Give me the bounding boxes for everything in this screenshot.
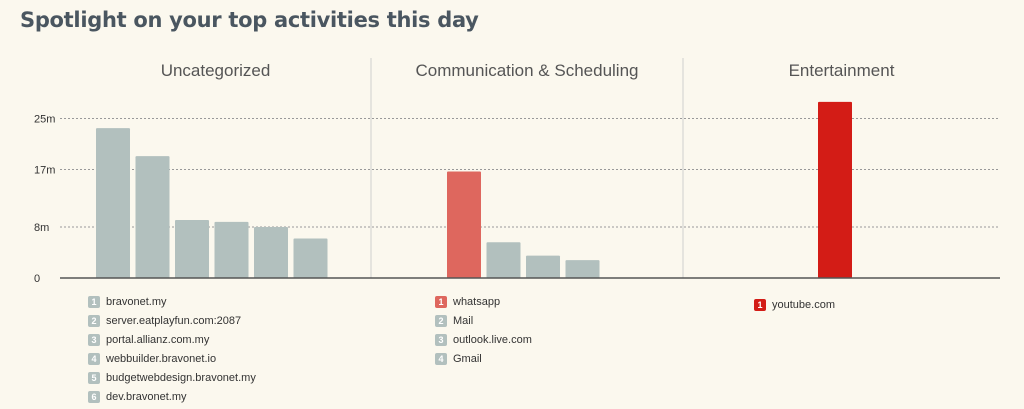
legend-label: bravonet.my bbox=[106, 295, 167, 308]
bar bbox=[175, 219, 209, 278]
bar bbox=[214, 221, 249, 278]
legend-list: 1 bravonet.my 2 server.eatplayfun.com:2087 3… bbox=[88, 292, 256, 406]
category-title: Entertainment bbox=[789, 61, 895, 80]
bar bbox=[293, 238, 328, 278]
legend-item: 1 youtube.com bbox=[754, 295, 835, 314]
legend-rank-badge: 1 bbox=[88, 295, 100, 308]
y-tick-label: 17m bbox=[34, 165, 55, 177]
bar bbox=[526, 255, 560, 278]
legend-label: portal.allianz.com.my bbox=[106, 333, 210, 346]
legend-rank-badge: 5 bbox=[88, 371, 100, 384]
legend-rank-badge: 3 bbox=[435, 333, 447, 346]
bar bbox=[818, 101, 852, 279]
legend-list: 1 whatsapp 2 Mail 3 outlook.live.com 4 Gmail bbox=[435, 292, 532, 368]
legend-label: dev.bravonet.my bbox=[106, 390, 187, 403]
legend-item: 1 bravonet.my bbox=[88, 292, 256, 311]
legend-rank-badge: 1 bbox=[435, 295, 447, 308]
bar bbox=[254, 226, 288, 278]
legend-rank-badge: 3 bbox=[88, 333, 100, 346]
legend-item: 4 webbuilder.bravonet.io bbox=[88, 349, 256, 368]
legend-label: outlook.live.com bbox=[453, 333, 532, 346]
legend-list: 1 youtube.com bbox=[754, 295, 835, 314]
bar bbox=[96, 128, 130, 278]
legend-rank-badge: 2 bbox=[88, 314, 100, 327]
legend-item: 2 server.eatplayfun.com:2087 bbox=[88, 311, 256, 330]
y-tick-label: 8m bbox=[34, 222, 49, 234]
legend-item: 3 outlook.live.com bbox=[435, 330, 532, 349]
legend-rank-badge: 4 bbox=[88, 352, 100, 365]
legend-rank-badge: 2 bbox=[435, 314, 447, 327]
category-title: Uncategorized bbox=[161, 61, 271, 80]
bar bbox=[135, 156, 170, 278]
page-title: Spotlight on your top activities this da… bbox=[20, 8, 479, 32]
legend-label: youtube.com bbox=[772, 298, 835, 311]
legend-label: server.eatplayfun.com:2087 bbox=[106, 314, 242, 327]
legend-rank-badge: 6 bbox=[88, 390, 100, 403]
legend-label: webbuilder.bravonet.io bbox=[106, 352, 217, 365]
legend-item: 6 dev.bravonet.my bbox=[88, 387, 256, 406]
legend-item: 4 Gmail bbox=[435, 349, 532, 368]
legend-rank-badge: 1 bbox=[754, 298, 766, 311]
legend-label: Gmail bbox=[453, 352, 482, 365]
bar bbox=[447, 171, 481, 278]
legend-label: budgetwebdesign.bravonet.my bbox=[106, 371, 256, 384]
category-title: Communication & Scheduling bbox=[415, 61, 638, 80]
bar bbox=[486, 242, 521, 278]
bar bbox=[565, 260, 600, 278]
legend-item: 5 budgetwebdesign.bravonet.my bbox=[88, 368, 256, 387]
legend-item: 1 whatsapp bbox=[435, 292, 532, 311]
legend-rank-badge: 4 bbox=[435, 352, 447, 365]
legend-label: whatsapp bbox=[453, 295, 501, 308]
y-tick-label: 25m bbox=[34, 114, 55, 126]
legend-label: Mail bbox=[453, 314, 474, 327]
legend-item: 3 portal.allianz.com.my bbox=[88, 330, 256, 349]
y-tick-label: 0 bbox=[34, 273, 40, 285]
legend-item: 2 Mail bbox=[435, 311, 532, 330]
